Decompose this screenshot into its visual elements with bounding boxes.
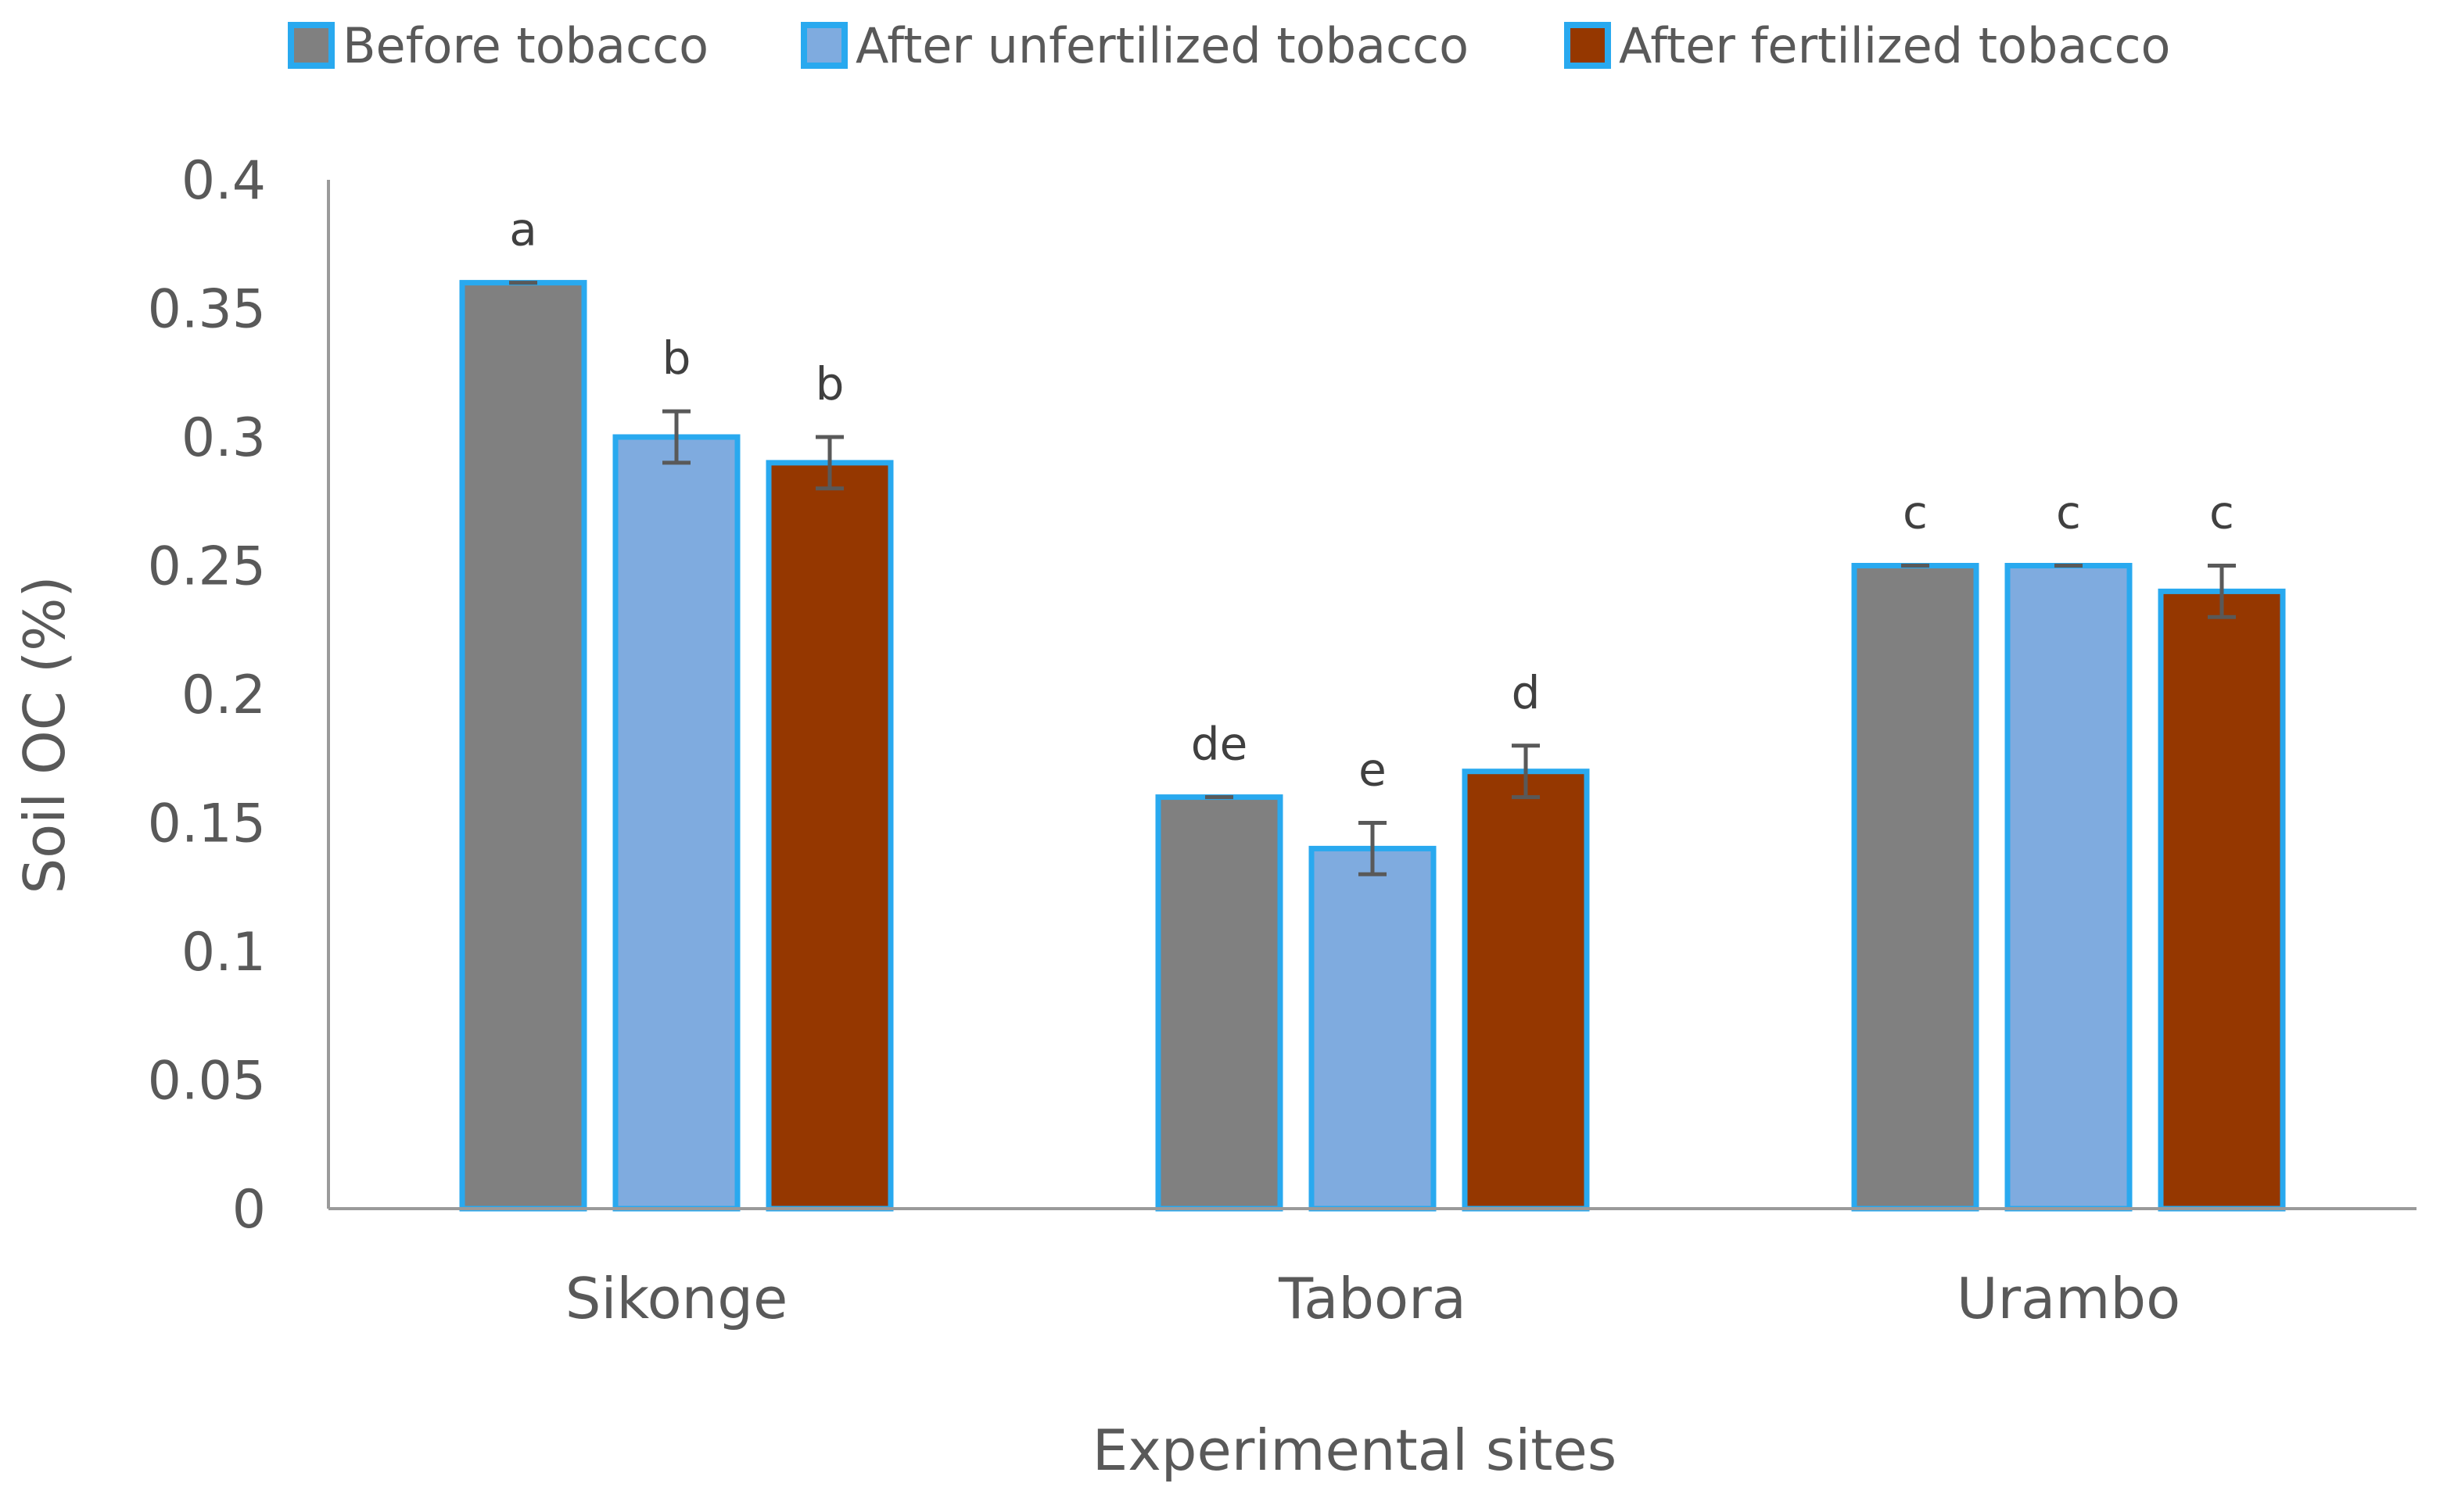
y-tick-label: 0.1 <box>181 922 266 984</box>
y-tick-label: 0.05 <box>148 1051 266 1113</box>
bar <box>459 280 587 1212</box>
significance-label: c <box>2209 486 2234 539</box>
legend-label: After fertilized tobacco <box>1619 17 2171 74</box>
category-label: Sikonge <box>565 1266 788 1331</box>
bar <box>2004 563 2133 1212</box>
legend-swatch <box>801 22 848 69</box>
bar <box>1851 563 1979 1212</box>
y-tick-label: 0.25 <box>148 536 266 598</box>
significance-label: c <box>2056 486 2081 539</box>
legend-label: After unfertilized tobacco <box>856 17 1469 74</box>
significance-label: e <box>1358 743 1387 797</box>
legend-swatch <box>288 22 335 69</box>
bar <box>1155 794 1283 1212</box>
y-axis: 0 0.05 0.1 0.15 0.2 0.25 0.3 0.35 0.4 <box>148 150 330 1241</box>
y-tick-label: 0.35 <box>148 279 266 341</box>
legend-label: Before tobacco <box>343 17 709 74</box>
bar <box>612 434 741 1212</box>
significance-label: a <box>509 203 537 256</box>
bars: a b b de e d c c c <box>459 203 2286 1212</box>
legend-item: After fertilized tobacco <box>1564 17 2171 74</box>
y-axis-title: Soil OC (%) <box>12 575 77 894</box>
significance-label: de <box>1191 718 1248 771</box>
legend-swatch <box>1564 22 1611 69</box>
significance-label: b <box>662 331 691 385</box>
category-label: Tabora <box>1278 1266 1466 1331</box>
legend: Before tobacco After unfertilized tobacco… <box>288 17 2171 74</box>
bar <box>1308 845 1437 1212</box>
significance-label: b <box>816 357 845 410</box>
y-tick-label: 0.15 <box>148 794 266 855</box>
legend-item: Before tobacco <box>288 17 709 74</box>
bar <box>766 460 894 1212</box>
y-tick-label: 0.4 <box>181 150 266 212</box>
y-tick-label: 0.2 <box>181 665 266 726</box>
x-axis-title: Experimental sites <box>1093 1417 1617 1483</box>
category-label: Urambo <box>1957 1266 2180 1331</box>
bar <box>2158 588 2286 1212</box>
legend-item: After unfertilized tobacco <box>801 17 1469 74</box>
x-axis: Sikonge Tabora Urambo <box>328 1207 2417 1331</box>
significance-label: c <box>1903 486 1928 539</box>
significance-label: d <box>1512 666 1541 719</box>
bar <box>1462 769 1590 1212</box>
y-tick-label: 0.3 <box>181 407 266 469</box>
y-tick-label: 0 <box>232 1179 266 1241</box>
